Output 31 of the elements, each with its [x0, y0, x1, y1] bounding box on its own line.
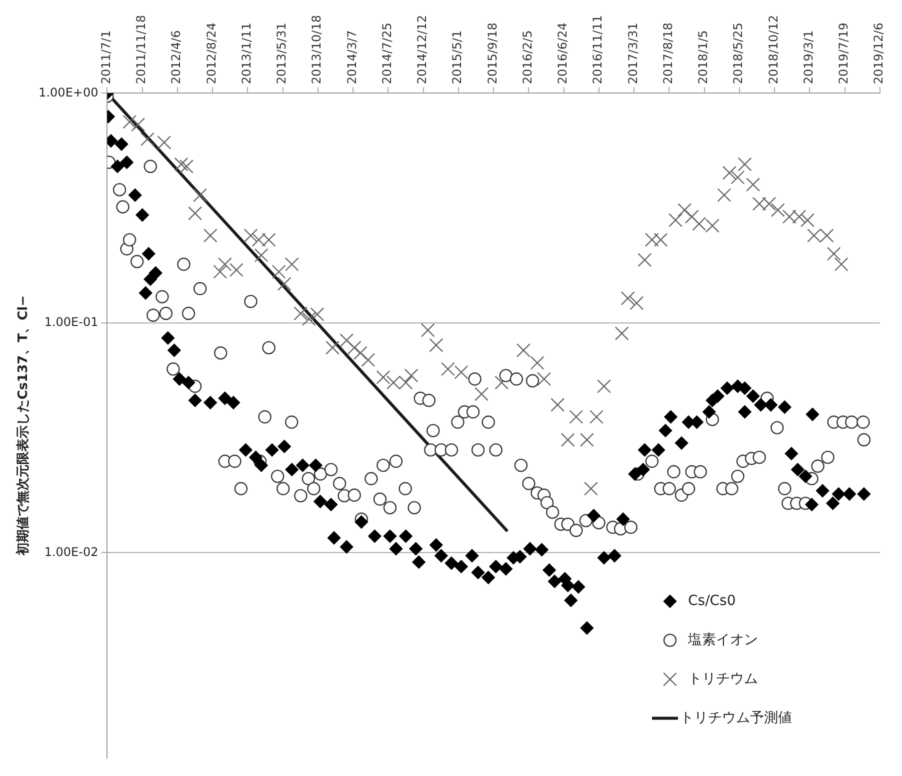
x-tick-label: 2017/3/31: [626, 22, 640, 84]
legend-label: Cs/Cs0: [688, 592, 736, 609]
x-tick-label: 2015/5/1: [450, 30, 464, 84]
x-tick-label: 2013/10/18: [310, 14, 324, 84]
legend-label: トリチウム予測値: [680, 710, 792, 726]
x-tick-label: 2012/4/6: [169, 30, 184, 84]
x-tick-label: 2014/7/25: [380, 22, 394, 84]
x-tick-label: 2016/6/24: [556, 22, 570, 84]
x-tick-label: 2019/12/6: [872, 22, 886, 84]
x-tick-label: 2013/1/11: [239, 22, 254, 84]
y-tick-label: 1.00E-01: [44, 315, 98, 330]
x-tick-label: 2018/10/12: [766, 14, 780, 84]
x-tick-label: 2013/5/31: [274, 22, 289, 84]
legend-label: トリチウム: [688, 670, 758, 687]
y-axis-title: 初期値で無次元限表示したCs137、T、Cl−: [15, 295, 32, 557]
x-tick-label: 2016/11/11: [590, 14, 605, 84]
x-tick-label: 2014/12/12: [415, 14, 430, 84]
x-tick-label: 2014/3/7: [344, 30, 359, 84]
x-tick-label: 2012/8/24: [204, 22, 218, 84]
legend-label: 塩素イオン: [687, 632, 758, 648]
y-tick-label: 1.00E-02: [44, 544, 98, 559]
x-tick-label: 2019/3/1: [801, 30, 816, 84]
x-tick-label: 2011/7/1: [98, 30, 113, 84]
y-tick-label: 1.00E+00: [38, 85, 98, 100]
x-tick-label: 2018/5/25: [731, 22, 746, 84]
x-tick-label: 2018/1/5: [696, 30, 710, 84]
x-tick-label: 2019/7/19: [836, 22, 851, 84]
x-tick-label: 2016/2/5: [520, 30, 534, 84]
x-tick-label: 2015/9/18: [485, 22, 500, 84]
x-tick-label: 2017/8/18: [660, 22, 675, 84]
x-tick-label: 2011/11/18: [134, 14, 148, 84]
